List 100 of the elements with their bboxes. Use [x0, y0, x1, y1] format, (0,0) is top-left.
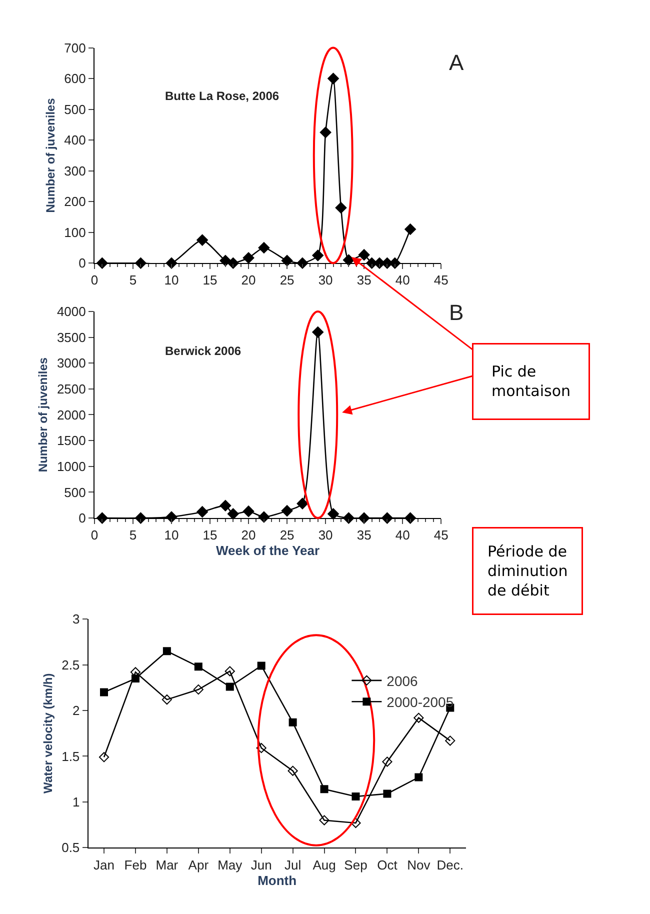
- y-tick-label: 2500: [56, 381, 86, 396]
- point: [281, 254, 293, 266]
- point: [414, 773, 423, 782]
- y-axis-title: Water velocity (km/h): [40, 673, 55, 794]
- y-tick-label: 0: [78, 510, 86, 526]
- point: [382, 756, 392, 767]
- x-tick-label: 30: [318, 528, 333, 543]
- point: [352, 792, 360, 800]
- x-tick-label: 30: [318, 272, 333, 288]
- x-tick-label: 35: [356, 528, 372, 543]
- point: [288, 718, 297, 726]
- x-tick-label: Apr: [188, 857, 210, 872]
- x-tick-label: 40: [395, 272, 410, 288]
- text: Pic de montaison: [492, 362, 571, 400]
- x-tick-label: 10: [164, 528, 179, 543]
- point: [312, 250, 324, 262]
- point: [312, 326, 324, 338]
- point: [196, 234, 208, 246]
- x-tick-label: 15: [202, 272, 218, 288]
- y-tick-label: 2: [72, 703, 80, 718]
- point: [258, 242, 270, 254]
- point: [328, 72, 339, 84]
- x-tick-label: 20: [241, 528, 256, 543]
- y-tick-label: 1: [72, 794, 80, 810]
- point: [98, 752, 110, 762]
- text: B: [449, 300, 464, 325]
- x-tick-label: Jun: [250, 857, 272, 872]
- x-tick-label: 40: [395, 528, 410, 543]
- point: [320, 785, 328, 794]
- x-tick-label: 45: [434, 528, 448, 543]
- x-tick-label: Dec.: [436, 857, 464, 872]
- point: [319, 815, 330, 826]
- x-tick-label: Nov: [407, 857, 431, 872]
- y-tick-label: 4000: [56, 304, 86, 320]
- x-tick-label: Aug: [312, 857, 336, 872]
- x-tick-label: 10: [164, 272, 179, 288]
- y-tick-label: 600: [64, 71, 86, 86]
- y-tick-label: 700: [64, 40, 86, 56]
- point: [335, 202, 347, 214]
- y-tick-label: 0: [78, 256, 86, 271]
- y-tick-label: 400: [64, 132, 86, 148]
- point: [414, 712, 424, 723]
- y-tick-label: 500: [64, 102, 86, 117]
- text: Période de diminution de débit: [488, 542, 568, 600]
- point: [220, 500, 232, 512]
- x-tick-label: Oct: [377, 857, 398, 872]
- point: [281, 505, 293, 517]
- point: [224, 666, 235, 676]
- x-tick-label: 20: [241, 272, 256, 288]
- y-tick-label: 0.5: [62, 840, 80, 856]
- legend-label: 2000-2005: [386, 694, 454, 710]
- point: [328, 508, 339, 520]
- x-tick-label: 25: [280, 272, 294, 288]
- point: [296, 498, 308, 510]
- point: [256, 742, 266, 754]
- point: [320, 126, 332, 138]
- point: [227, 508, 239, 520]
- point: [131, 674, 140, 683]
- x-tick-label: Sep: [344, 857, 368, 872]
- x-tick-label: 5: [129, 528, 137, 543]
- y-tick-label: 1.5: [62, 748, 80, 764]
- y-tick-label: 500: [64, 484, 86, 500]
- point: [162, 694, 172, 705]
- x-tick-label: 0: [90, 528, 98, 543]
- y-axis-title: Number of juveniles: [43, 98, 58, 213]
- point: [196, 506, 208, 518]
- point: [242, 506, 254, 518]
- text: A: [449, 50, 464, 75]
- point: [383, 790, 392, 798]
- annotation: Berwick 2006: [165, 344, 242, 358]
- y-tick-label: 3: [72, 612, 80, 627]
- point: [445, 736, 456, 746]
- point: [404, 224, 416, 235]
- y-tick-label: 300: [64, 163, 86, 178]
- x-tick-label: 25: [280, 528, 294, 543]
- point: [257, 662, 266, 670]
- legend-label: 2006: [386, 672, 418, 689]
- point: [100, 688, 108, 696]
- y-tick-label: 2000: [56, 407, 86, 422]
- point: [358, 249, 370, 261]
- x-tick-label: Jul: [284, 857, 302, 872]
- annotation: Butte La Rose, 2006: [165, 89, 280, 103]
- y-tick-label: 1000: [56, 458, 86, 474]
- x-tick-label: May: [218, 857, 243, 872]
- y-axis-title: Number of juveniles: [36, 357, 50, 472]
- x-tick-label: 15: [202, 528, 218, 543]
- y-tick-label: 100: [64, 224, 86, 240]
- x-tick-label: Mar: [156, 857, 179, 872]
- x-axis-title: Month: [258, 872, 297, 888]
- y-tick-label: 3500: [56, 330, 86, 345]
- point: [242, 252, 254, 264]
- y-tick-label: 1500: [56, 433, 86, 448]
- x-tick-label: Jan: [94, 857, 114, 872]
- point: [226, 682, 234, 691]
- x-tick-label: 5: [129, 272, 137, 288]
- x-axis-title: Week of the Year: [216, 543, 320, 558]
- x-tick-label: 0: [90, 272, 98, 288]
- y-tick-label: 3000: [56, 356, 86, 371]
- x-tick-label: Feb: [124, 857, 147, 872]
- point: [193, 684, 204, 695]
